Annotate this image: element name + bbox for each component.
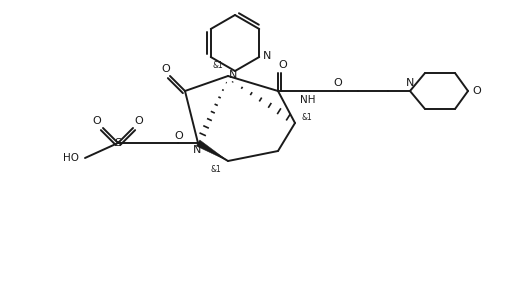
Text: O: O [279, 60, 288, 70]
Text: O: O [93, 116, 102, 126]
Text: HO: HO [63, 153, 79, 163]
Text: O: O [175, 131, 183, 141]
Text: N: N [229, 70, 237, 80]
Text: &1: &1 [213, 61, 224, 70]
Text: N: N [193, 145, 201, 155]
Text: O: O [473, 86, 481, 96]
Text: &1: &1 [210, 166, 221, 175]
Text: NH: NH [300, 95, 316, 105]
Text: O: O [333, 78, 342, 88]
Text: O: O [162, 64, 170, 74]
Text: N: N [263, 51, 271, 61]
Text: S: S [115, 138, 121, 148]
Text: N: N [406, 78, 414, 88]
Text: O: O [134, 116, 143, 126]
Text: &1: &1 [302, 113, 313, 123]
Polygon shape [196, 140, 228, 161]
